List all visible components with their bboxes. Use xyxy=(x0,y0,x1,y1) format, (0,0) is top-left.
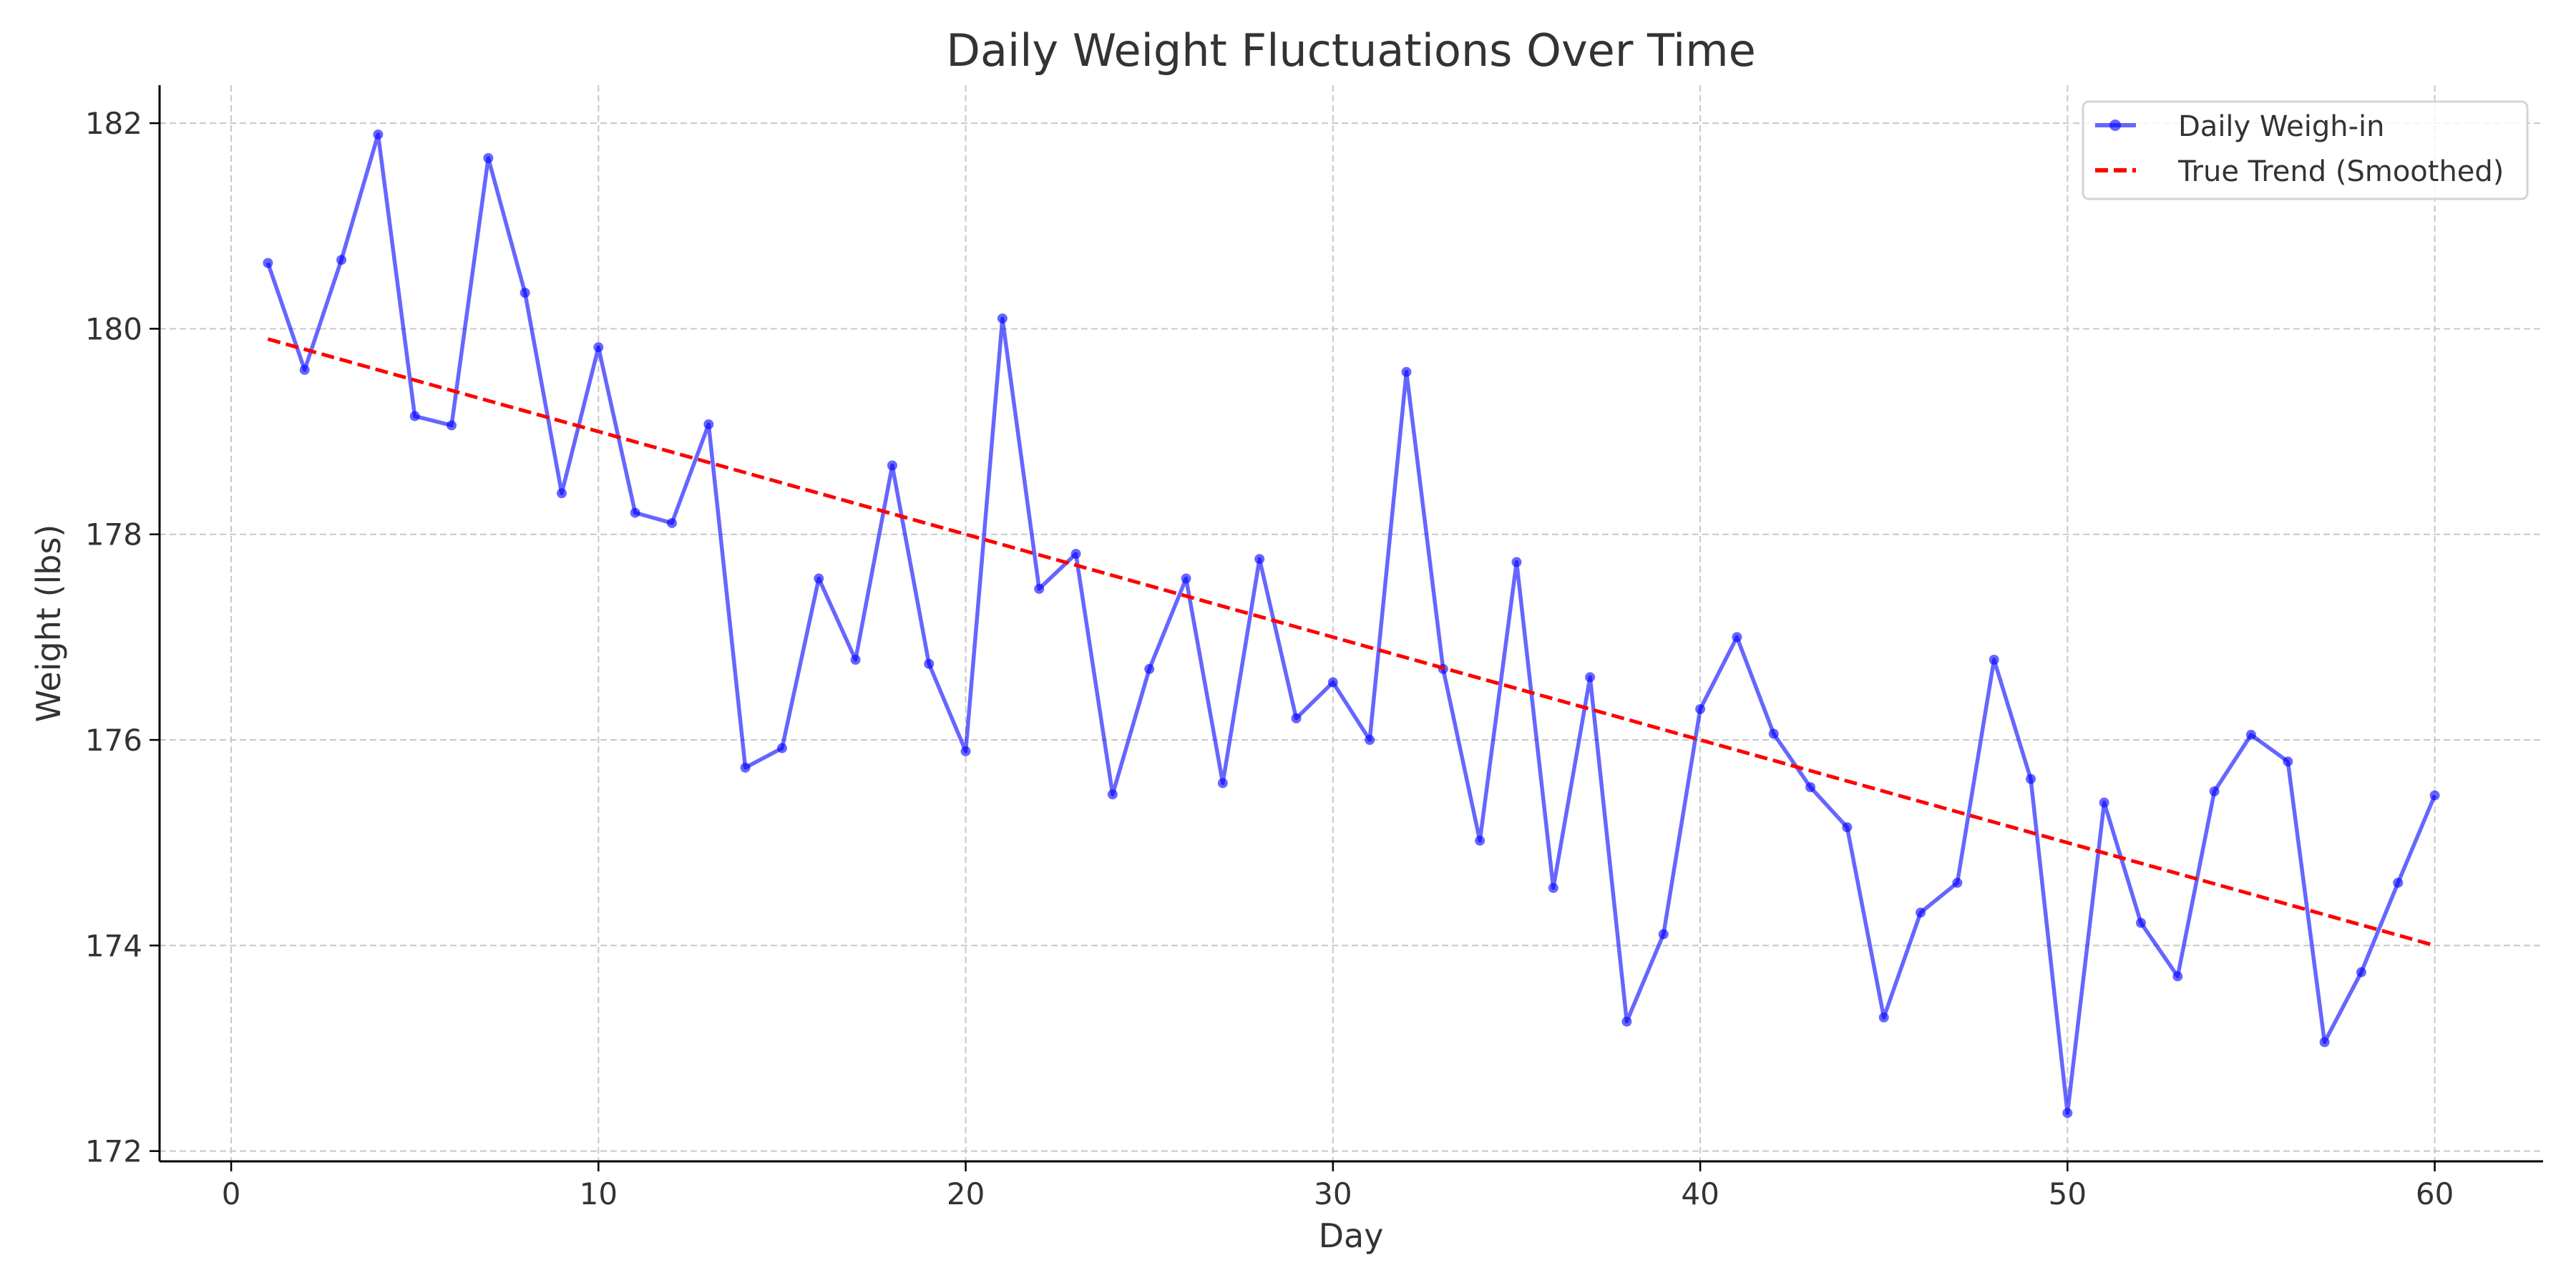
data-point xyxy=(519,288,530,298)
data-point xyxy=(2393,877,2404,888)
data-point xyxy=(1695,703,1706,714)
data-point xyxy=(2135,917,2146,928)
y-tick-label: 174 xyxy=(85,928,142,963)
data-point xyxy=(1144,663,1155,674)
x-tick-label: 10 xyxy=(580,1176,618,1211)
data-point xyxy=(1217,778,1228,789)
data-point xyxy=(557,488,567,499)
data-point xyxy=(1034,583,1045,594)
data-point xyxy=(1989,654,1999,665)
x-tick-label: 50 xyxy=(2049,1176,2087,1211)
data-point xyxy=(2026,774,2036,784)
data-point xyxy=(1070,549,1081,560)
data-point xyxy=(1768,728,1779,739)
data-point xyxy=(1401,366,1412,377)
y-tick-label: 176 xyxy=(85,723,142,758)
data-point xyxy=(1365,735,1375,746)
plot-area xyxy=(263,129,2440,1118)
data-point xyxy=(960,746,971,756)
y-axis-label: Weight (lbs) xyxy=(29,525,68,723)
data-point xyxy=(1585,672,1596,683)
series-true-trend-line xyxy=(267,337,2436,947)
data-point xyxy=(1621,1016,1632,1027)
data-point xyxy=(1327,677,1338,688)
data-point xyxy=(1181,573,1191,584)
legend: Daily Weigh-in True Trend (Smoothed) xyxy=(2082,100,2529,200)
legend-box xyxy=(2082,100,2529,200)
data-point xyxy=(409,411,420,421)
data-point xyxy=(1291,713,1302,723)
legend-label-daily: Daily Weigh-in xyxy=(2178,110,2385,143)
data-point xyxy=(1511,557,1522,567)
data-point xyxy=(887,460,897,471)
y-tick-label: 172 xyxy=(85,1134,142,1169)
data-point xyxy=(703,419,714,430)
data-point xyxy=(924,658,935,669)
grid xyxy=(160,85,2543,1161)
y-tick-label: 178 xyxy=(85,517,142,552)
chart-title: Daily Weight Fluctuations Over Time xyxy=(946,24,1756,77)
data-point xyxy=(2245,729,2256,740)
data-point xyxy=(1805,782,1816,793)
data-point xyxy=(1658,929,1669,940)
legend-label-trend: True Trend (Smoothed) xyxy=(2177,155,2504,188)
data-point xyxy=(2356,967,2366,977)
data-point xyxy=(2209,786,2220,796)
axes: 0 10 20 30 40 50 60 172 174 176 178 180 182 xyxy=(85,85,2543,1211)
data-point xyxy=(1952,877,1963,888)
data-point xyxy=(2283,756,2293,767)
data-point xyxy=(1732,632,1742,643)
data-point xyxy=(336,255,347,265)
x-tick-label: 0 xyxy=(222,1176,241,1211)
x-tick-label: 40 xyxy=(1681,1176,1719,1211)
data-point xyxy=(1548,882,1558,893)
data-point xyxy=(2099,797,2109,808)
data-point xyxy=(593,342,604,353)
data-point xyxy=(1475,835,1485,846)
data-point xyxy=(997,313,1008,324)
data-point xyxy=(1107,789,1118,800)
legend-marker-daily xyxy=(2109,119,2121,131)
y-tick-label: 182 xyxy=(85,106,142,141)
data-point xyxy=(630,507,640,518)
data-point xyxy=(263,258,273,268)
data-point xyxy=(740,762,751,773)
data-point xyxy=(2319,1037,2330,1048)
data-point xyxy=(447,420,457,431)
data-point xyxy=(814,573,824,584)
data-point xyxy=(2429,790,2440,801)
data-point xyxy=(299,364,310,375)
x-tick-label: 30 xyxy=(1314,1176,1352,1211)
data-point xyxy=(2172,971,2183,982)
data-point xyxy=(483,152,494,163)
x-tick-label: 20 xyxy=(947,1176,985,1211)
x-axis-label: Day xyxy=(1319,1216,1384,1255)
y-tick-label: 180 xyxy=(85,311,142,346)
data-point xyxy=(1878,1012,1889,1023)
data-point xyxy=(1254,554,1265,565)
data-point xyxy=(776,743,787,753)
series-daily-weigh-in-line xyxy=(265,132,2437,1116)
data-point xyxy=(850,654,861,665)
data-point xyxy=(2062,1108,2073,1118)
data-point xyxy=(1916,907,1926,918)
x-tick-label: 60 xyxy=(2416,1176,2454,1211)
data-point xyxy=(373,129,384,140)
data-point xyxy=(666,517,677,528)
data-point xyxy=(1842,822,1853,833)
